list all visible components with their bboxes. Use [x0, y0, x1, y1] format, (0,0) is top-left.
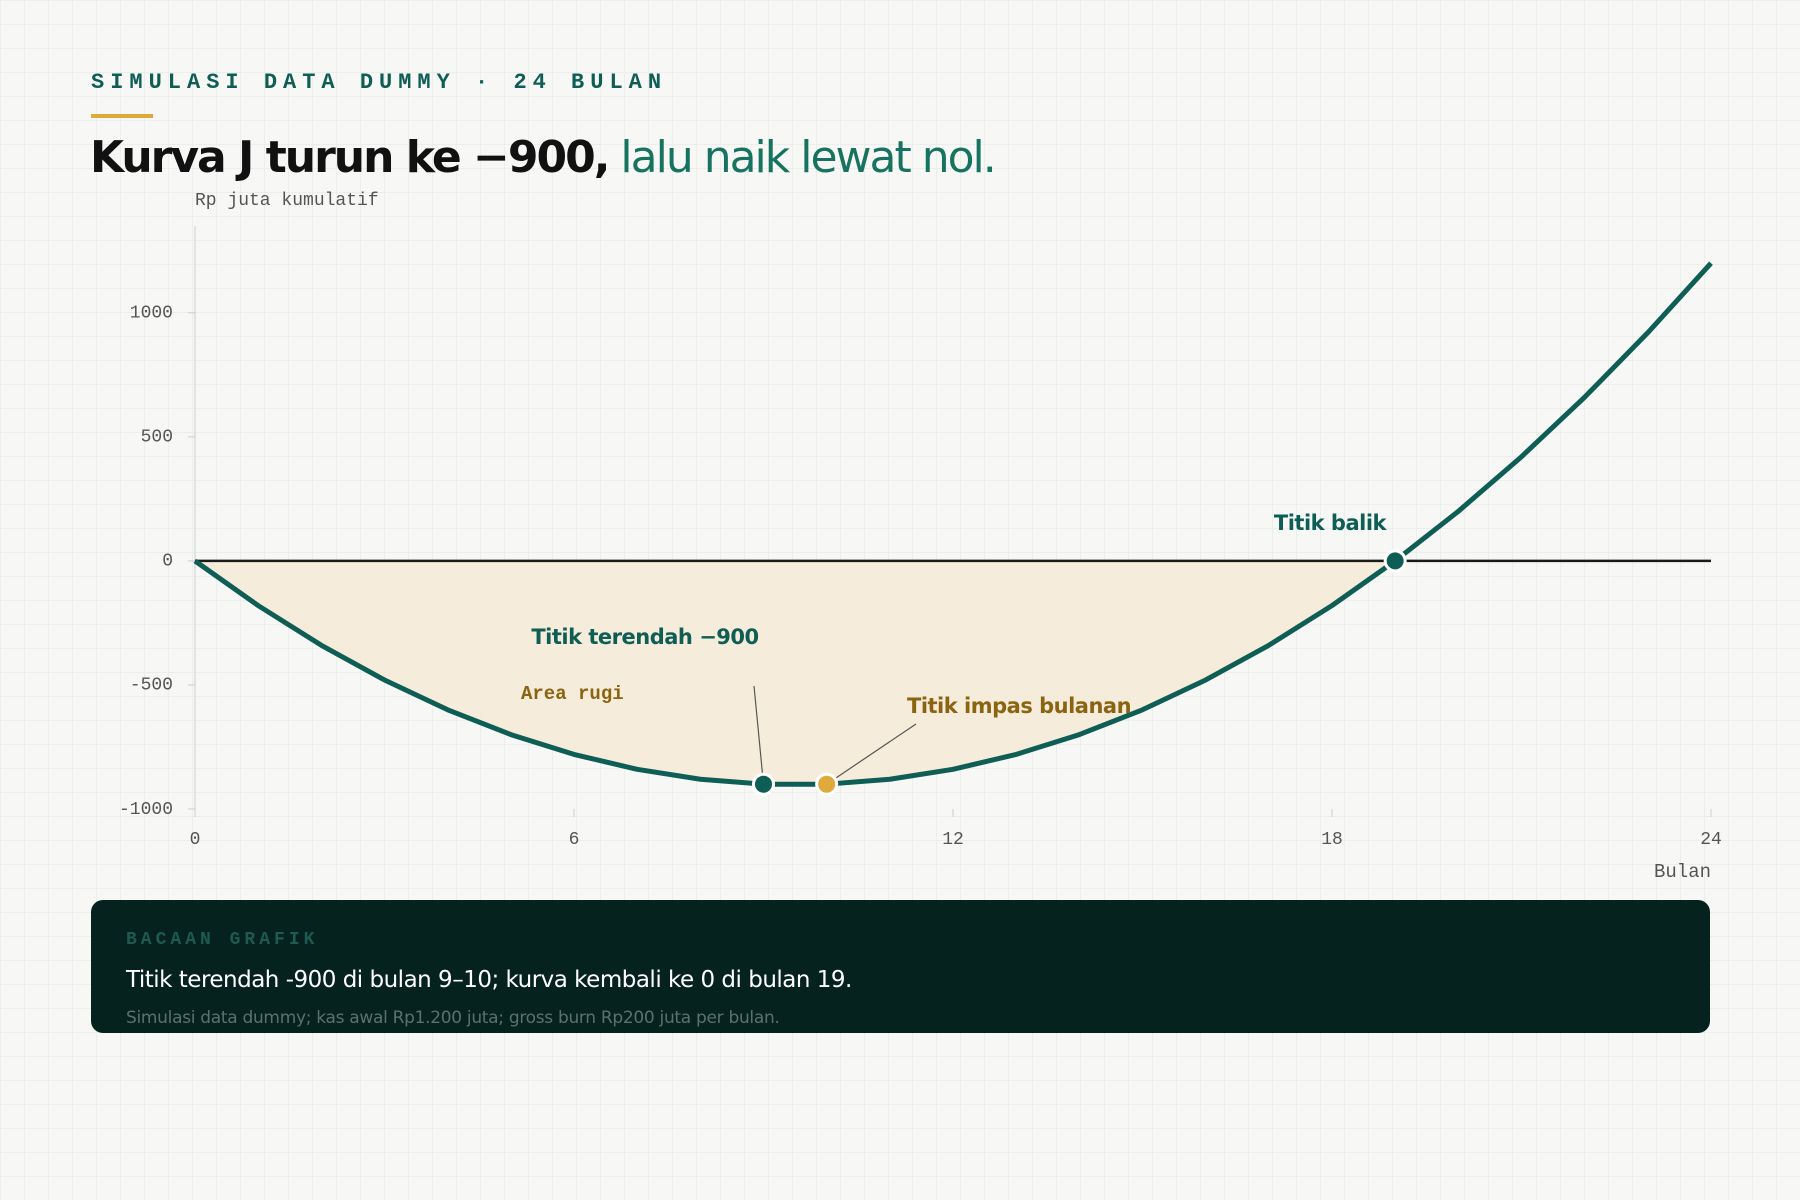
annotation-leader [826, 723, 917, 785]
panel-text: Titik terendah -900 di bulan 9–10; kurva… [126, 967, 852, 993]
annotation-leader [753, 685, 765, 785]
headline-strong: Kurva J turun ke −900, [90, 132, 610, 183]
annotation-point [1383, 549, 1407, 573]
eyebrow: SIMULASI DATA DUMMY · 24 BULAN [91, 70, 668, 95]
annotation-point [752, 772, 775, 796]
x-tick-label: 24 [1700, 830, 1722, 850]
headline: Kurva J turun ke −900, lalu naik lewat n… [90, 132, 997, 183]
annotation-label: Titik balik [1274, 511, 1388, 535]
x-axis-label: Bulan [1654, 861, 1711, 883]
headline-soft: lalu naik lewat nol. [620, 132, 996, 183]
y-axis-label: Rp juta kumulatif [195, 191, 379, 211]
y-tick-label: -1000 [119, 800, 173, 820]
annotation-label: Titik impas bulanan [907, 694, 1131, 718]
loss-area [195, 560, 1711, 785]
area-label: Area rugi [521, 683, 624, 705]
x-tick-label: 6 [569, 830, 580, 850]
y-tick-label: 0 [162, 552, 173, 572]
accent-rule [91, 114, 153, 118]
reading-panel: BACAAN GRAFIK Titik terendah -900 di bul… [91, 900, 1710, 1033]
y-tick-label: 1000 [130, 304, 173, 324]
annotation-point [815, 772, 839, 796]
y-tick-label: 500 [141, 428, 173, 448]
annotation-label: Titik terendah −900 [531, 625, 758, 649]
panel-kicker: BACAAN GRAFIK [126, 930, 319, 950]
x-tick-label: 18 [1321, 830, 1343, 850]
panel-note: Simulasi data dummy; kas awal Rp1.200 ju… [126, 1008, 780, 1028]
x-tick-label: 12 [942, 830, 964, 850]
y-tick-label: -500 [130, 676, 173, 696]
x-tick-label: 0 [190, 830, 201, 850]
line [193, 261, 1713, 787]
